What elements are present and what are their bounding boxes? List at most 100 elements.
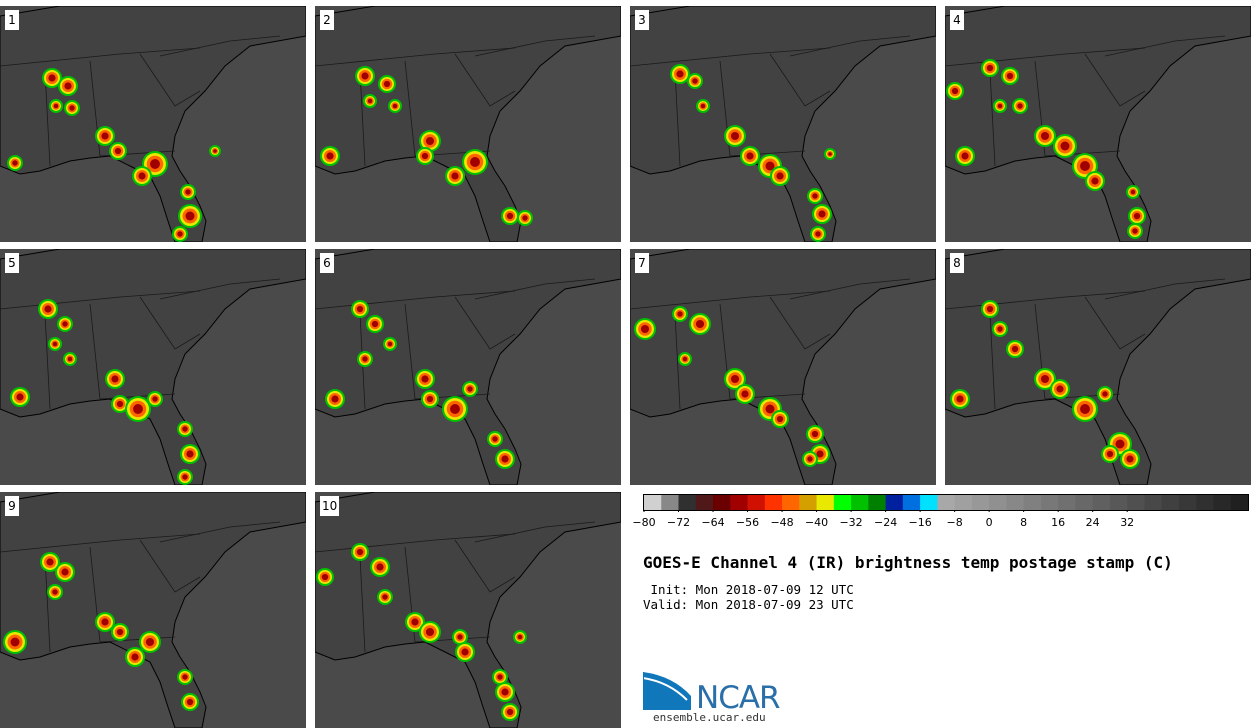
colorbar-swatch	[661, 495, 680, 510]
storm-cell	[462, 381, 478, 397]
storm-cell	[950, 389, 970, 409]
storm-cell	[320, 146, 340, 166]
storm-cell	[487, 431, 503, 447]
storm-cell	[689, 313, 711, 335]
storm-cell	[1006, 340, 1024, 358]
storm-cell	[42, 68, 62, 88]
storm-cell	[38, 299, 58, 319]
storm-cell	[64, 100, 80, 116]
storm-cell	[993, 99, 1007, 113]
state-border	[630, 290, 831, 310]
state-border	[89, 303, 101, 400]
storm-cell	[992, 321, 1008, 337]
storm-cell	[501, 207, 519, 225]
storm-cell	[363, 94, 377, 108]
state-border	[474, 521, 596, 543]
storm-cell	[687, 73, 703, 89]
storm-cell	[824, 148, 836, 160]
storm-cell	[1012, 98, 1028, 114]
storm-cell	[806, 425, 824, 443]
state-border	[474, 35, 596, 57]
storm-cell	[1128, 207, 1146, 225]
storm-cell	[355, 66, 375, 86]
map-panel: 1	[0, 6, 306, 242]
storm-cell	[109, 142, 127, 160]
colorbar-swatch	[902, 495, 921, 510]
storm-cell	[946, 82, 964, 100]
init-time: Init: Mon 2018-07-09 12 UTC	[643, 582, 854, 597]
state-border	[769, 53, 831, 107]
colorbar-tick: 8	[1020, 516, 1028, 529]
colorbar-swatch	[764, 495, 783, 510]
ir-map	[0, 492, 306, 728]
state-border	[1084, 296, 1146, 350]
storm-cell	[1127, 223, 1143, 239]
state-border	[454, 53, 516, 107]
state-border	[315, 47, 516, 67]
storm-cell	[812, 204, 832, 224]
colorbar-swatch	[695, 495, 714, 510]
storm-cell	[1101, 445, 1119, 463]
storm-cell	[139, 631, 161, 653]
colorbar-tick: −32	[839, 516, 863, 529]
panel-label: 8	[950, 253, 964, 273]
map-panel: 2	[315, 6, 621, 242]
ncar-logo-icon	[643, 672, 691, 710]
storm-cell	[95, 126, 115, 146]
storm-cell	[181, 693, 199, 711]
state-border	[789, 278, 911, 300]
colorbar-swatch	[1109, 495, 1128, 510]
storm-cell	[378, 75, 396, 93]
logo-text: NCAR	[696, 680, 781, 716]
storm-cell	[1034, 125, 1056, 147]
storm-cell	[670, 64, 690, 84]
colorbar-swatch	[678, 495, 697, 510]
storm-cell	[513, 630, 527, 644]
storm-cell	[105, 369, 125, 389]
state-border	[789, 35, 911, 57]
storm-cell	[147, 391, 163, 407]
storm-cell	[178, 204, 202, 228]
storm-cell	[740, 146, 760, 166]
ir-map	[0, 249, 306, 485]
colorbar-swatch	[1040, 495, 1059, 510]
storm-cell	[383, 337, 397, 351]
state-border	[139, 539, 201, 593]
storm-cell	[495, 682, 515, 702]
storm-cell	[810, 226, 826, 242]
map-panel: 8	[945, 249, 1251, 485]
storm-cell	[672, 306, 688, 322]
storm-cell	[95, 612, 115, 632]
map-panel: 5	[0, 249, 306, 485]
colorbar-swatch	[1075, 495, 1094, 510]
storm-cell	[125, 647, 145, 667]
storm-cell	[1053, 134, 1077, 158]
storm-cell	[421, 390, 439, 408]
state-border	[1104, 278, 1226, 300]
storm-cell	[771, 410, 789, 428]
storm-cell	[377, 589, 393, 605]
storm-cell	[1085, 171, 1105, 191]
map-panel: 9	[0, 492, 306, 728]
storm-cell	[366, 315, 384, 333]
ir-map	[945, 6, 1251, 242]
ir-map	[315, 249, 621, 485]
colorbar-swatch	[937, 495, 956, 510]
storm-cell	[462, 149, 488, 175]
storm-cell	[177, 669, 193, 685]
coastline	[315, 6, 621, 242]
state-border	[139, 296, 201, 350]
colorbar-swatch	[713, 495, 731, 510]
colorbar-tick: 0	[985, 516, 993, 529]
colorbar-swatch	[989, 495, 1007, 510]
map-panel: 10	[315, 492, 621, 728]
ir-map	[630, 6, 936, 242]
storm-cell	[696, 99, 710, 113]
colorbar-swatch	[885, 495, 904, 510]
state-border	[0, 47, 201, 67]
colorbar-swatch	[1161, 495, 1180, 510]
storm-cell	[807, 188, 823, 204]
panel-label: 10	[320, 496, 340, 516]
colorbar-tick: −56	[735, 516, 760, 529]
state-border	[404, 60, 416, 157]
